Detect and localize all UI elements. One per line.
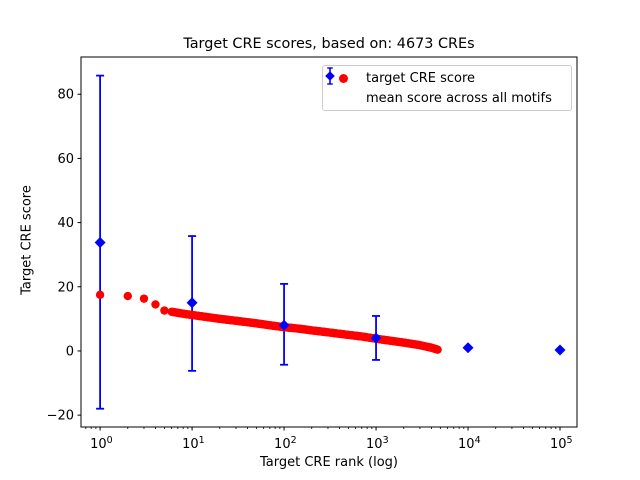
y-axis-label: Target CRE score xyxy=(19,185,35,295)
mean-score-diamonds xyxy=(94,236,566,356)
legend-entry-target-cre-score: target CRE score xyxy=(329,68,565,88)
x-tick-label: 100 xyxy=(90,435,113,452)
red-circle-marker-icon xyxy=(329,73,357,83)
y-tick-label: 20 xyxy=(57,280,74,295)
x-tick-label: 101 xyxy=(182,435,205,452)
y-tick-label: 0 xyxy=(66,344,74,359)
x-tick-label: 104 xyxy=(458,435,481,452)
y-tick-label: 40 xyxy=(57,216,74,231)
x-tick-label: 102 xyxy=(274,435,297,452)
target-score-dots xyxy=(95,290,442,354)
axes-spines xyxy=(80,56,578,428)
chart-title: Target CRE scores, based on: 4673 CREs xyxy=(183,36,475,52)
x-axis-label: Target CRE rank (log) xyxy=(260,455,398,470)
y-tick-label: −20 xyxy=(47,409,74,424)
x-tick-label: 105 xyxy=(550,435,573,452)
legend-label: mean score across all motifs xyxy=(366,90,552,106)
legend-label: target CRE score xyxy=(366,70,476,86)
legend: target CRE score mean score across all m… xyxy=(322,65,572,111)
mean-errorbar-lines xyxy=(96,74,381,410)
y-tick-label: 80 xyxy=(57,88,74,103)
legend-entry-mean-score: mean score across all motifs xyxy=(325,67,565,108)
axis-ticks: −20 0 20 40 60 80 100 101 102 103 104 105 xyxy=(47,88,573,452)
x-tick-label: 103 xyxy=(366,435,389,452)
y-tick-label: 60 xyxy=(57,152,74,167)
